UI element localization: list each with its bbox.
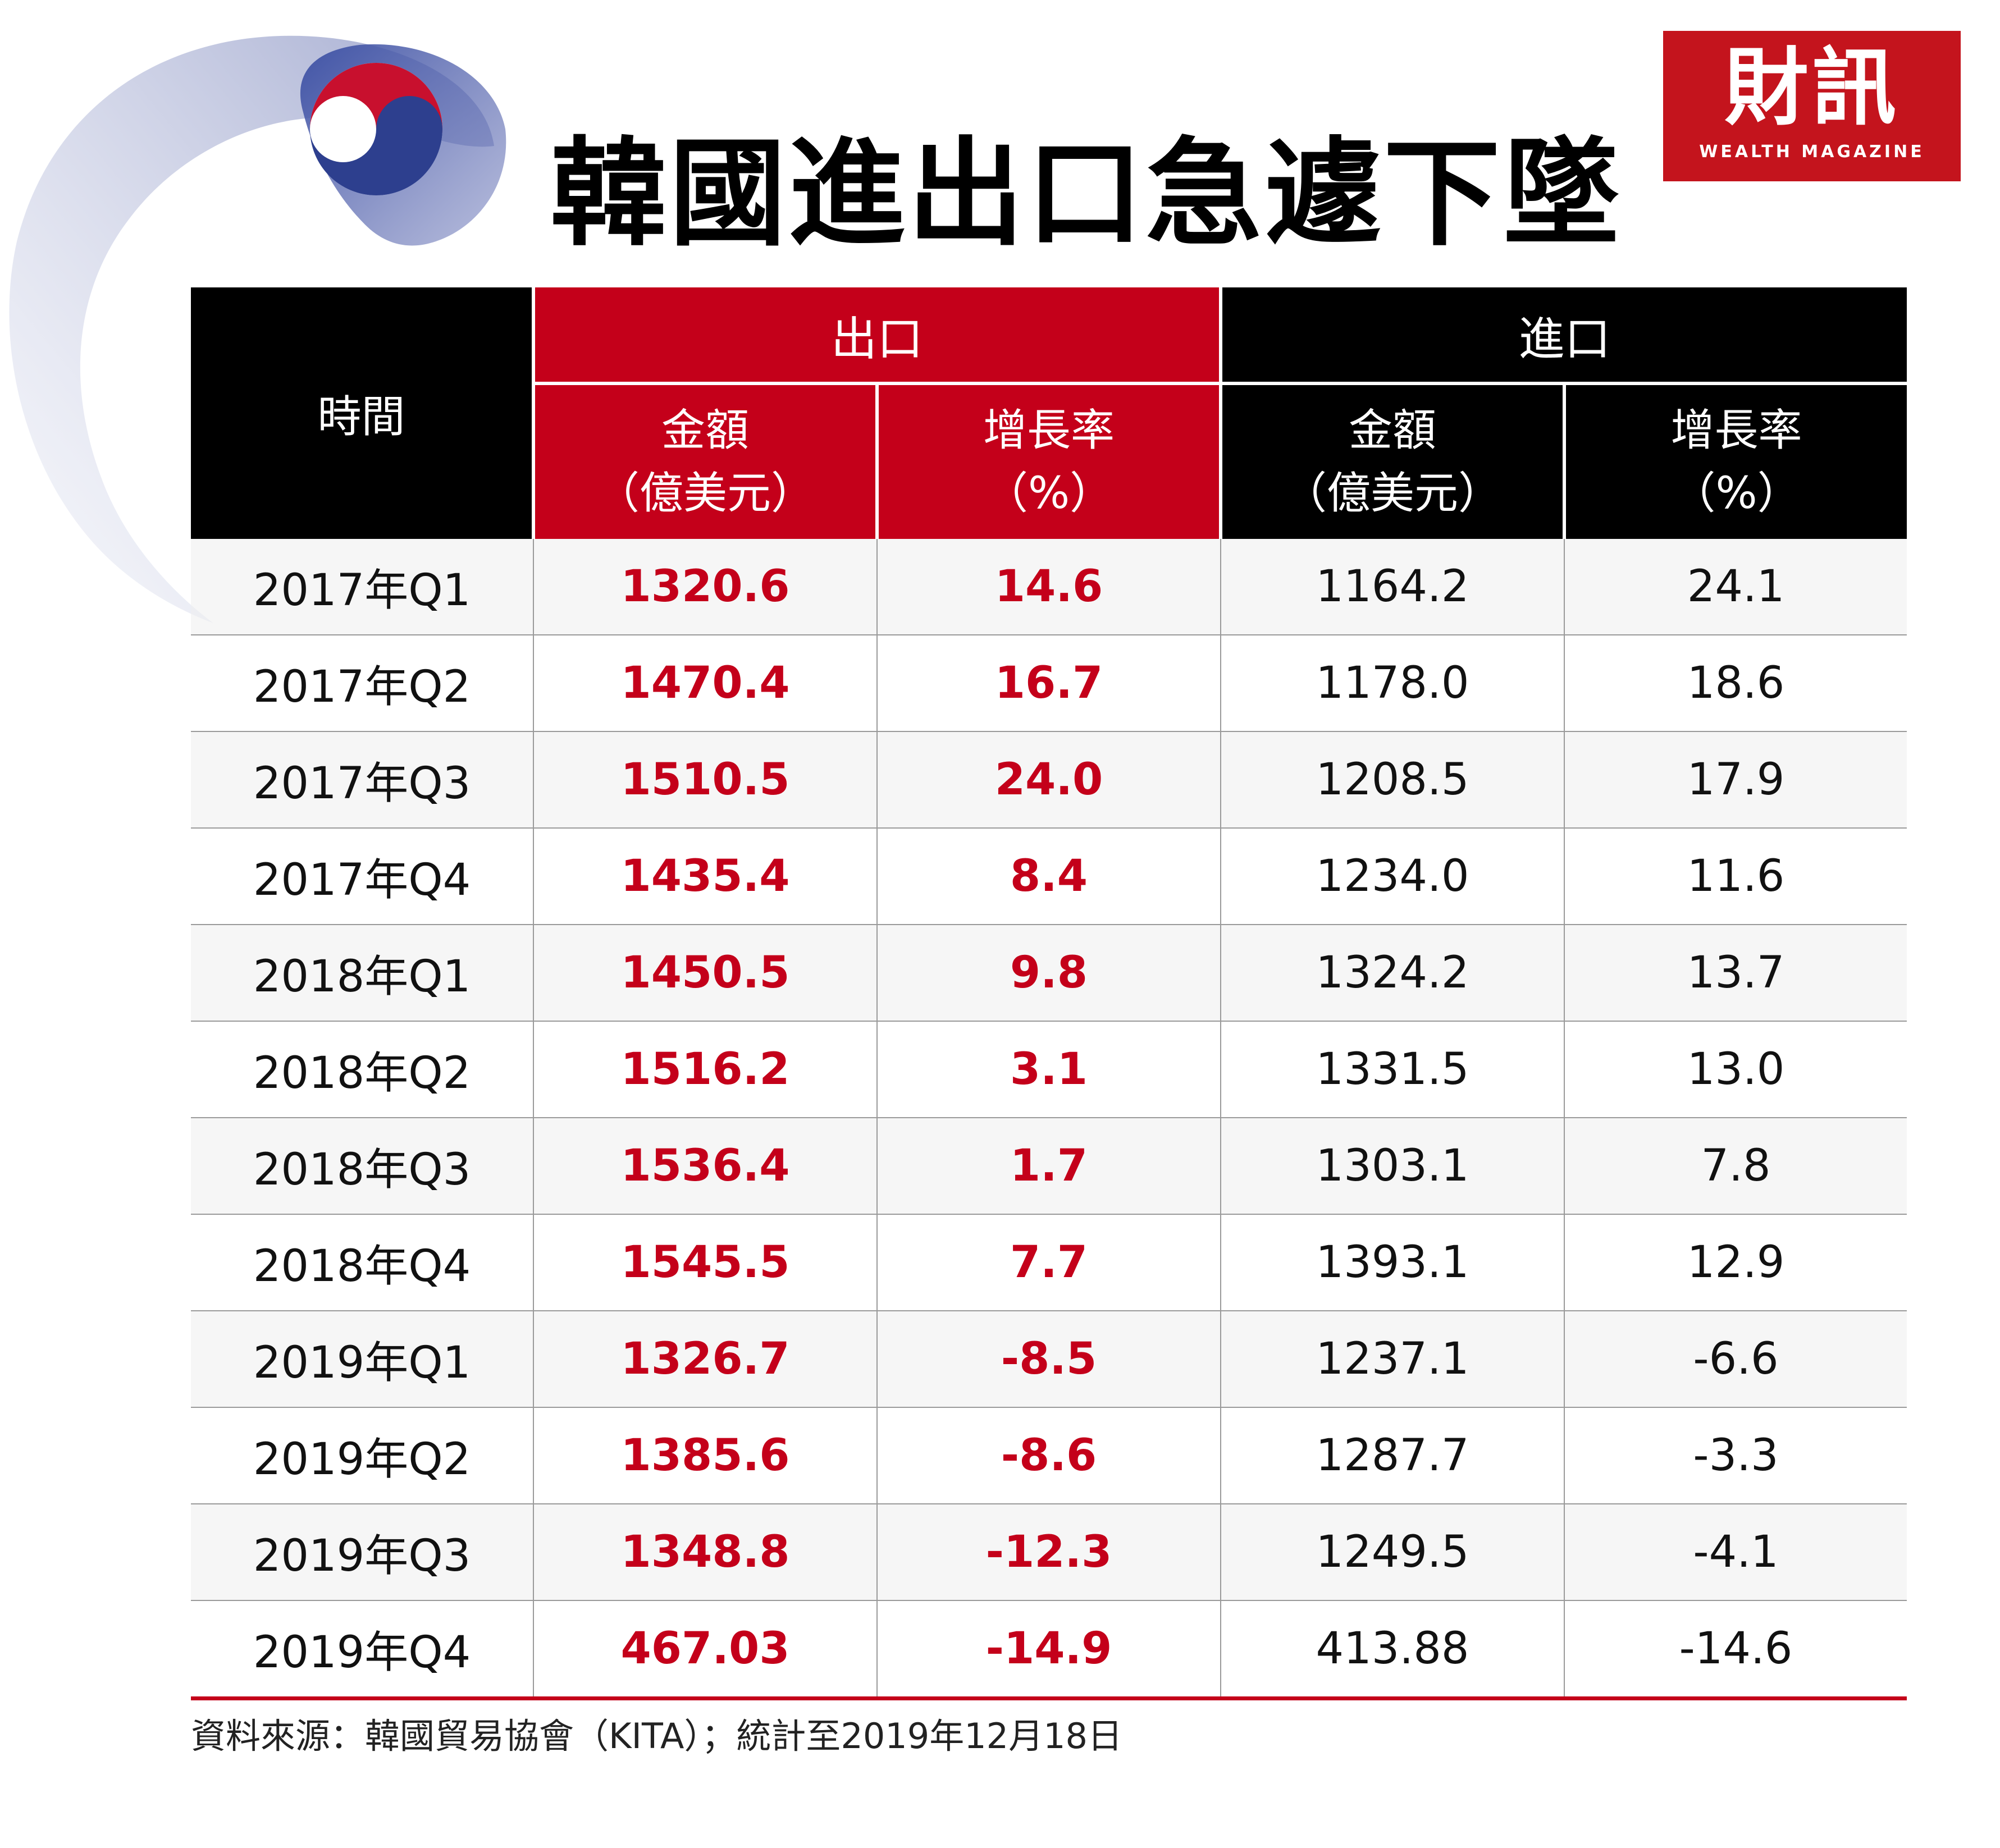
export-growth-cell: 9.8 <box>876 925 1221 1022</box>
header-export-amount: 金額 （億美元） <box>533 383 879 539</box>
table-row: 2017年Q3 1510.5 24.0 1208.5 17.9 <box>191 731 1907 829</box>
header-import: 進口 <box>1221 287 1907 385</box>
trade-table: 時間 出口 進口 金額 （億美元） 增長率 （%） 金額 （億美元） 增長率 （… <box>191 287 1907 1700</box>
export-growth-cell: -14.9 <box>876 1600 1221 1700</box>
export-growth-cell: -8.6 <box>876 1407 1221 1504</box>
import-growth-cell: -3.3 <box>1564 1407 1907 1504</box>
export-amount-cell: 1545.5 <box>533 1214 877 1311</box>
import-amount-cell: 1303.1 <box>1220 1118 1565 1215</box>
import-growth-cell: 12.9 <box>1564 1214 1907 1311</box>
header-growth-label: 增長率 <box>1670 405 1802 456</box>
import-growth-cell: -4.1 <box>1564 1504 1907 1601</box>
import-growth-cell: 7.8 <box>1564 1118 1907 1215</box>
period-cell: 2017年Q4 <box>191 828 533 925</box>
import-amount-cell: 1208.5 <box>1220 731 1565 829</box>
import-amount-cell: 1287.7 <box>1220 1407 1565 1504</box>
period-cell: 2018年Q1 <box>191 925 533 1022</box>
import-amount-cell: 1164.2 <box>1220 539 1565 635</box>
export-growth-cell: 16.7 <box>876 635 1221 732</box>
export-amount-cell: 1435.4 <box>533 828 877 925</box>
export-amount-cell: 1385.6 <box>533 1407 877 1504</box>
export-amount-cell: 467.03 <box>533 1600 877 1700</box>
export-growth-cell: 14.6 <box>876 539 1221 635</box>
header-amount-unit: （億美元） <box>595 468 815 519</box>
table-row: 2018年Q2 1516.2 3.1 1331.5 13.0 <box>191 1021 1907 1118</box>
import-growth-cell: -14.6 <box>1564 1600 1907 1700</box>
logo-mark: 財訊 <box>1724 38 1899 137</box>
header-import-amount: 金額 （億美元） <box>1221 383 1567 539</box>
table-row: 2017年Q4 1435.4 8.4 1234.0 11.6 <box>191 828 1907 925</box>
import-amount-cell: 413.88 <box>1220 1600 1565 1700</box>
export-growth-cell: 8.4 <box>876 828 1221 925</box>
table-row: 2019年Q4 467.03 -14.9 413.88 -14.6 <box>191 1600 1907 1700</box>
table-row: 2017年Q1 1320.6 14.6 1164.2 24.1 <box>191 539 1907 635</box>
taegeuk-flag-brush-icon <box>9 35 506 623</box>
import-amount-cell: 1324.2 <box>1220 925 1565 1022</box>
import-growth-cell: 18.6 <box>1564 635 1907 732</box>
header-amount-label: 金額 <box>1349 405 1437 456</box>
export-amount-cell: 1348.8 <box>533 1504 877 1601</box>
export-amount-cell: 1450.5 <box>533 925 877 1022</box>
export-growth-cell: 7.7 <box>876 1214 1221 1311</box>
table-row: 2019年Q3 1348.8 -12.3 1249.5 -4.1 <box>191 1504 1907 1601</box>
period-cell: 2017年Q2 <box>191 635 533 732</box>
brand-logo: 財訊 WEALTH MAGAZINE <box>1663 31 1961 181</box>
header-time: 時間 <box>191 287 535 539</box>
export-amount-cell: 1536.4 <box>533 1118 877 1215</box>
period-cell: 2017年Q3 <box>191 731 533 829</box>
table-row: 2019年Q1 1326.7 -8.5 1237.1 -6.6 <box>191 1311 1907 1408</box>
export-growth-cell: 24.0 <box>876 731 1221 829</box>
export-amount-cell: 1326.7 <box>533 1311 877 1408</box>
table-row: 2018年Q3 1536.4 1.7 1303.1 7.8 <box>191 1118 1907 1215</box>
import-growth-cell: 24.1 <box>1564 539 1907 635</box>
import-growth-cell: 11.6 <box>1564 828 1907 925</box>
import-amount-cell: 1331.5 <box>1220 1021 1565 1118</box>
period-cell: 2019年Q2 <box>191 1407 533 1504</box>
header-export-growth: 增長率 （%） <box>877 383 1223 539</box>
header-export: 出口 <box>533 287 1223 385</box>
period-cell: 2019年Q3 <box>191 1504 533 1601</box>
table-row: 2019年Q2 1385.6 -8.6 1287.7 -3.3 <box>191 1407 1907 1504</box>
period-cell: 2018年Q4 <box>191 1214 533 1311</box>
period-cell: 2017年Q1 <box>191 539 533 635</box>
source-note: 資料來源：韓國貿易協會（KITA）；統計至2019年12月18日 <box>191 1716 1122 1756</box>
export-growth-cell: -12.3 <box>876 1504 1221 1601</box>
import-amount-cell: 1237.1 <box>1220 1311 1565 1408</box>
import-growth-cell: -6.6 <box>1564 1311 1907 1408</box>
import-growth-cell: 17.9 <box>1564 731 1907 829</box>
period-cell: 2018年Q3 <box>191 1118 533 1215</box>
header-growth-label: 增長率 <box>983 405 1115 456</box>
import-amount-cell: 1234.0 <box>1220 828 1565 925</box>
header-growth-unit: （%） <box>1672 468 1801 519</box>
export-amount-cell: 1516.2 <box>533 1021 877 1118</box>
export-growth-cell: 1.7 <box>876 1118 1221 1215</box>
logo-subtitle: WEALTH MAGAZINE <box>1699 142 1925 162</box>
header-amount-unit: （億美元） <box>1283 468 1503 519</box>
table-row: 2018年Q1 1450.5 9.8 1324.2 13.7 <box>191 925 1907 1022</box>
import-amount-cell: 1393.1 <box>1220 1214 1565 1311</box>
header-amount-label: 金額 <box>661 405 749 456</box>
export-amount-cell: 1510.5 <box>533 731 877 829</box>
import-amount-cell: 1178.0 <box>1220 635 1565 732</box>
page-title: 韓國進出口急遽下墜 <box>550 125 1622 262</box>
export-growth-cell: -8.5 <box>876 1311 1221 1408</box>
header-growth-unit: （%） <box>984 468 1114 519</box>
period-cell: 2019年Q4 <box>191 1600 533 1700</box>
import-growth-cell: 13.0 <box>1564 1021 1907 1118</box>
import-amount-cell: 1249.5 <box>1220 1504 1565 1601</box>
table-row: 2018年Q4 1545.5 7.7 1393.1 12.9 <box>191 1214 1907 1311</box>
export-amount-cell: 1320.6 <box>533 539 877 635</box>
table-row: 2017年Q2 1470.4 16.7 1178.0 18.6 <box>191 635 1907 732</box>
period-cell: 2018年Q2 <box>191 1021 533 1118</box>
export-growth-cell: 3.1 <box>876 1021 1221 1118</box>
header-import-growth: 增長率 （%） <box>1564 383 1907 539</box>
export-amount-cell: 1470.4 <box>533 635 877 732</box>
import-growth-cell: 13.7 <box>1564 925 1907 1022</box>
period-cell: 2019年Q1 <box>191 1311 533 1408</box>
